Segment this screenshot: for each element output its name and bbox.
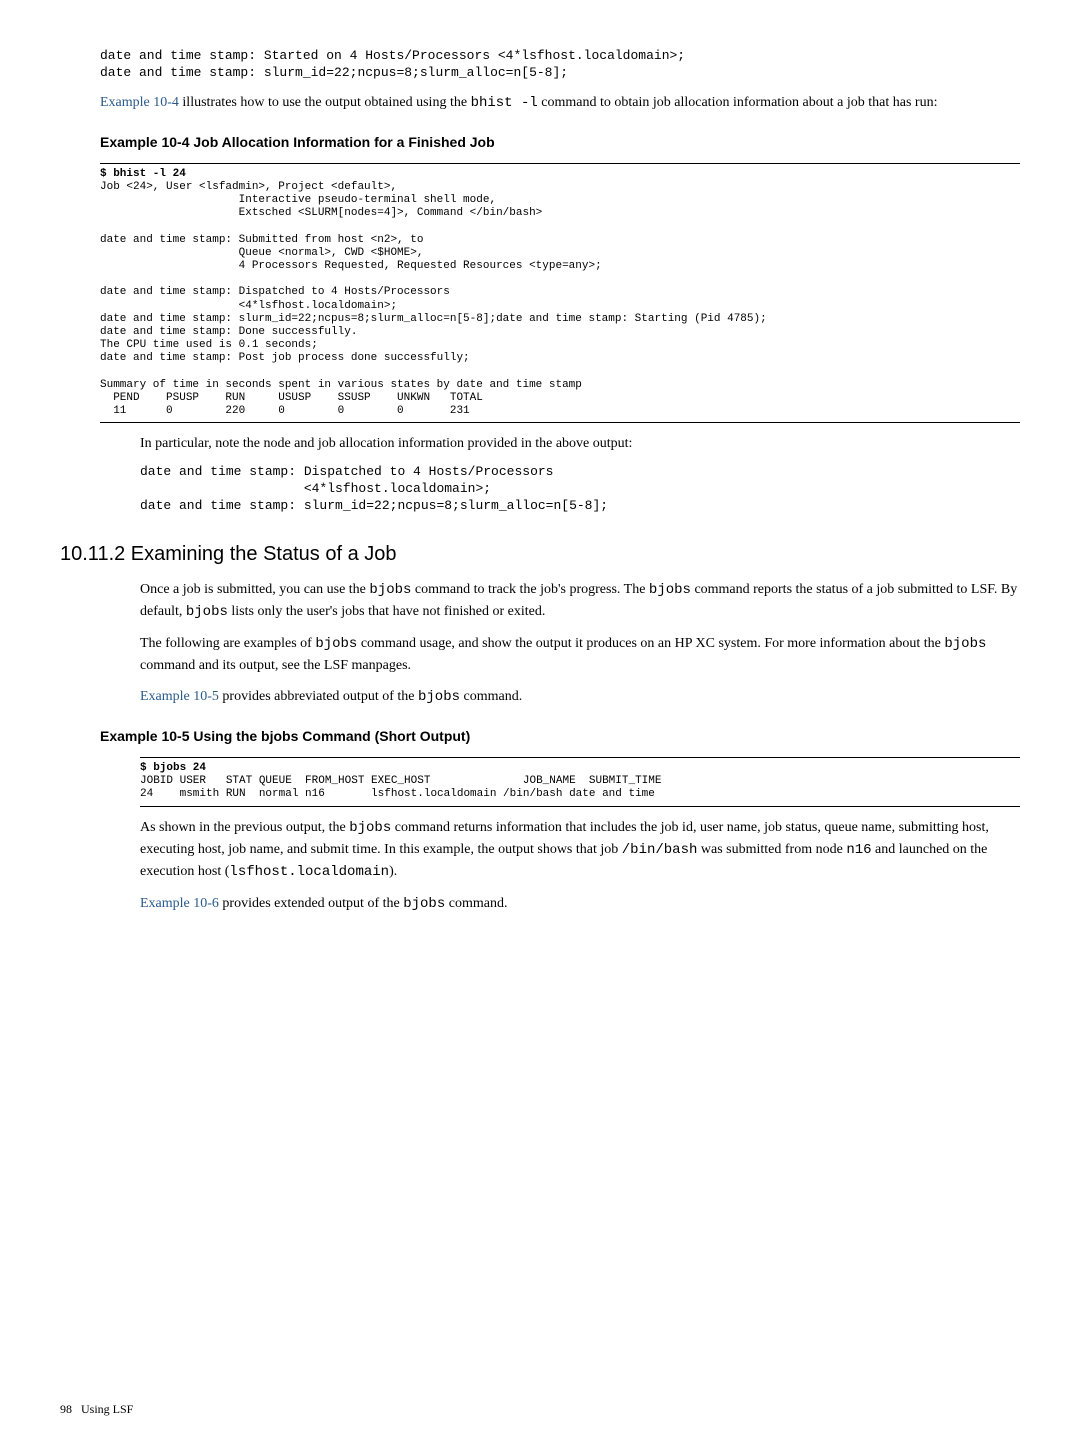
bjobs-code-5: bjobs	[944, 636, 986, 652]
section-p4: As shown in the previous output, the bjo…	[140, 817, 1020, 883]
rule-top-1	[100, 163, 1020, 164]
sec-p2-b: command usage, and show the output it pr…	[357, 636, 944, 651]
bjobs-code-6: bjobs	[418, 689, 460, 705]
note-code-block: date and time stamp: Dispatched to 4 Hos…	[140, 464, 1020, 515]
sec-p1-b: command to track the job's progress. The	[411, 582, 649, 597]
bjobs-code-1: bjobs	[369, 582, 411, 598]
rule-bottom-1	[100, 422, 1020, 423]
example-10-5-cmd: $ bjobs 24	[140, 762, 206, 774]
example-10-6-link[interactable]: Example 10-6	[140, 896, 219, 911]
rule-top-2	[140, 757, 1020, 758]
sec-p3-b: command.	[460, 689, 522, 704]
page-footer: 98 Using LSF	[60, 1400, 133, 1418]
sec-p1-a: Once a job is submitted, you can use the	[140, 582, 369, 597]
note-paragraph: In particular, note the node and job all…	[140, 433, 1020, 454]
sec-p4-c: was submitted from node	[697, 842, 846, 857]
n16-code: n16	[846, 842, 871, 858]
lsfhost-code: lsfhost.localdomain	[229, 864, 389, 880]
sec-p2-c: command and its output, see the LSF manp…	[140, 658, 411, 673]
bhist-inline-code: bhist -l	[471, 95, 538, 111]
section-p2: The following are examples of bjobs comm…	[140, 633, 1020, 676]
bjobs-code-3: bjobs	[186, 604, 228, 620]
binbash-code: /bin/bash	[622, 842, 698, 858]
bjobs-code-8: bjobs	[403, 896, 445, 912]
sec-p5-a: provides extended output of the	[219, 896, 403, 911]
example-10-4-cmd: $ bhist -l 24	[100, 168, 186, 180]
sec-p4-a: As shown in the previous output, the	[140, 820, 349, 835]
section-p5: Example 10-6 provides extended output of…	[140, 893, 1020, 915]
intro-text-2: command to obtain job allocation informa…	[538, 95, 938, 110]
example-10-4-code: $ bhist -l 24 Job <24>, User <lsfadmin>,…	[100, 168, 1020, 419]
sec-p2-a: The following are examples of	[140, 636, 315, 651]
section-p3: Example 10-5 provides abbreviated output…	[140, 686, 1020, 708]
intro-paragraph: Example 10-4 illustrates how to use the …	[100, 92, 1020, 114]
example-10-5-body: JOBID USER STAT QUEUE FROM_HOST EXEC_HOS…	[140, 775, 662, 800]
bjobs-code-4: bjobs	[315, 636, 357, 652]
section-p1: Once a job is submitted, you can use the…	[140, 579, 1020, 623]
intro-text-1: illustrates how to use the output obtain…	[179, 95, 471, 110]
intro-code-block: date and time stamp: Started on 4 Hosts/…	[100, 48, 1020, 82]
example-10-5-title: Example 10-5 Using the bjobs Command (Sh…	[100, 726, 1020, 747]
example-10-5-link[interactable]: Example 10-5	[140, 689, 219, 704]
rule-bottom-2	[140, 806, 1020, 807]
example-10-4-body: Job <24>, User <lsfadmin>, Project <defa…	[100, 181, 767, 417]
sec-p4-e: ).	[389, 864, 397, 879]
sec-p5-b: command.	[445, 896, 507, 911]
sec-p1-d: lists only the user's jobs that have not…	[228, 604, 545, 619]
bjobs-code-2: bjobs	[649, 582, 691, 598]
example-10-5-code: $ bjobs 24 JOBID USER STAT QUEUE FROM_HO…	[140, 762, 1020, 802]
section-title: 10.11.2 Examining the Status of a Job	[60, 539, 1020, 569]
footer-chapter-text: Using LSF	[81, 1402, 133, 1416]
example-10-4-link[interactable]: Example 10-4	[100, 95, 179, 110]
sec-p3-a: provides abbreviated output of the	[219, 689, 418, 704]
footer-page-number: 98	[60, 1402, 72, 1416]
example-10-4-title: Example 10-4 Job Allocation Information …	[100, 132, 1020, 153]
bjobs-code-7: bjobs	[349, 820, 391, 836]
